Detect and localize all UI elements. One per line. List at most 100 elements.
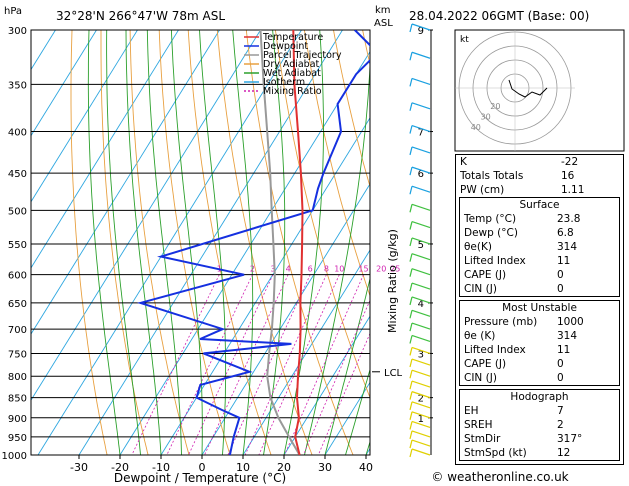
hodograph-ring-label: 20 [490, 102, 500, 111]
wind-barb [411, 358, 431, 366]
index-value: -22 [561, 156, 579, 168]
wind-barb [411, 124, 431, 133]
mixing-ratio-line [166, 274, 253, 455]
index-row: CAPE (J) 0 [460, 268, 619, 282]
pressure-tick-label: 500 [8, 206, 27, 217]
mixing-ratio-line [204, 274, 289, 455]
wind-barb [411, 166, 431, 174]
hodograph-kt-label: kt [460, 35, 469, 45]
wind-barb-flag [409, 78, 413, 87]
wind-barb-flag [409, 310, 413, 319]
wind-barb [411, 237, 431, 245]
index-label: SREH [464, 419, 493, 431]
wind-barb [411, 185, 431, 193]
hodograph-trace [508, 79, 548, 98]
km-tick-label: 1 [418, 414, 424, 425]
wind-barb [411, 282, 431, 290]
pressure-tick-label: 550 [8, 240, 27, 251]
wet-adiabat-line [199, 30, 227, 455]
wind-barb [411, 448, 431, 456]
pressure-tick-label: 600 [8, 271, 27, 282]
mixing-ratio-label: 4 [286, 265, 291, 274]
index-value: 11 [557, 255, 571, 267]
isotherm-line [201, 183, 370, 455]
index-row: θe(K) 314 [460, 240, 619, 254]
wind-barb-flag [409, 146, 413, 156]
index-row: CAPE (J) 0 [460, 357, 619, 371]
index-row: Lifted Index 11 [460, 343, 619, 357]
x-tick-label: 0 [199, 461, 206, 474]
mixing-ratio-line [244, 274, 327, 455]
wind-barb-flag [409, 347, 413, 356]
wind-barb [411, 380, 431, 388]
index-row: StmSpd (kt) 12 [460, 446, 619, 460]
mixing-ratio-line [303, 299, 370, 455]
dewpoint-line [136, 30, 370, 455]
surface-title: Surface [519, 199, 560, 211]
pressure-tick-label: 900 [8, 414, 27, 425]
mixing-ratio-label: 8 [324, 265, 329, 274]
index-label: K [460, 156, 467, 168]
index-row: EH 7 [460, 404, 619, 418]
wind-barb-flag [409, 421, 413, 430]
surface-section: Surface Temp (°C) 23.8 Dewp (°C) 6.8 θe(K) 31… [459, 197, 620, 297]
index-row: CIN (J) 0 [460, 371, 619, 385]
wind-barb [411, 369, 431, 377]
index-label: Dewp (°C) [464, 227, 518, 239]
km-tick-label: 5 [418, 240, 424, 251]
km-tick-label: 7 [418, 128, 424, 139]
index-label: CAPE (J) [464, 358, 507, 370]
mixing-ratio-label: 2 [250, 265, 255, 274]
lcl-label: LCL [384, 368, 403, 379]
wind-barb-flag [409, 23, 413, 33]
mixing-ratio-label: 10 [334, 265, 344, 274]
isotherm-line [37, 30, 302, 455]
isotherm-line [324, 381, 370, 455]
wind-barb-flag [409, 335, 413, 344]
index-value: 2 [557, 419, 564, 431]
legend-label: Dewpoint [263, 41, 308, 52]
legend-label: Wet Adiabat [263, 68, 321, 79]
mixing-ratio-label: 15 [358, 265, 368, 274]
mixing-ratio-line [227, 274, 311, 455]
x-tick-label: 40 [359, 461, 373, 474]
index-value: 314 [557, 330, 578, 342]
index-label: CIN (J) [464, 372, 497, 384]
km-tick-label: 3 [418, 349, 424, 360]
pressure-tick-label: 1000 [2, 451, 27, 462]
indices-panel: K -22 Totals Totals 16 PW (cm) 1.11 Surface T… [455, 154, 624, 465]
wind-barb [411, 420, 431, 429]
wind-barb-flag [409, 237, 413, 247]
index-value: 0 [557, 372, 564, 384]
km-tick-label: 9 [418, 26, 424, 37]
wind-barb-flag [409, 268, 413, 277]
wind-barb [411, 146, 431, 154]
wind-barb-flag [409, 52, 413, 61]
wet-adiabat-line [324, 276, 370, 455]
wind-barb-flag [409, 401, 413, 411]
wind-barb [411, 220, 431, 229]
index-value: 16 [561, 170, 575, 182]
wind-barb-flag [409, 430, 413, 440]
km-tick-label: 6 [418, 169, 424, 180]
wind-barb-flag [409, 166, 413, 176]
legend-label: Isotherm [263, 77, 305, 88]
wind-barb-flag [409, 411, 413, 420]
isotherm-line [242, 249, 370, 455]
wind-barb [411, 439, 431, 447]
isotherm-line [31, 30, 220, 335]
pressure-tick-label: 950 [8, 433, 27, 444]
wind-barb-flag [409, 380, 413, 390]
mixing-ratio-axis-label: Mixing Ratio (g/kg) [386, 229, 399, 333]
wind-barb [411, 296, 431, 304]
wind-barb [411, 411, 431, 419]
mixing-ratio-line [317, 332, 370, 455]
index-value: 11 [557, 344, 571, 356]
wind-barb [411, 51, 431, 59]
wind-barb-flag [409, 282, 413, 292]
header-hpa: hPa [4, 6, 22, 17]
index-value: 0 [557, 358, 564, 370]
wind-barb-flag [409, 322, 413, 332]
index-row: CIN (J) 0 [460, 282, 619, 296]
wind-barb [411, 309, 431, 317]
